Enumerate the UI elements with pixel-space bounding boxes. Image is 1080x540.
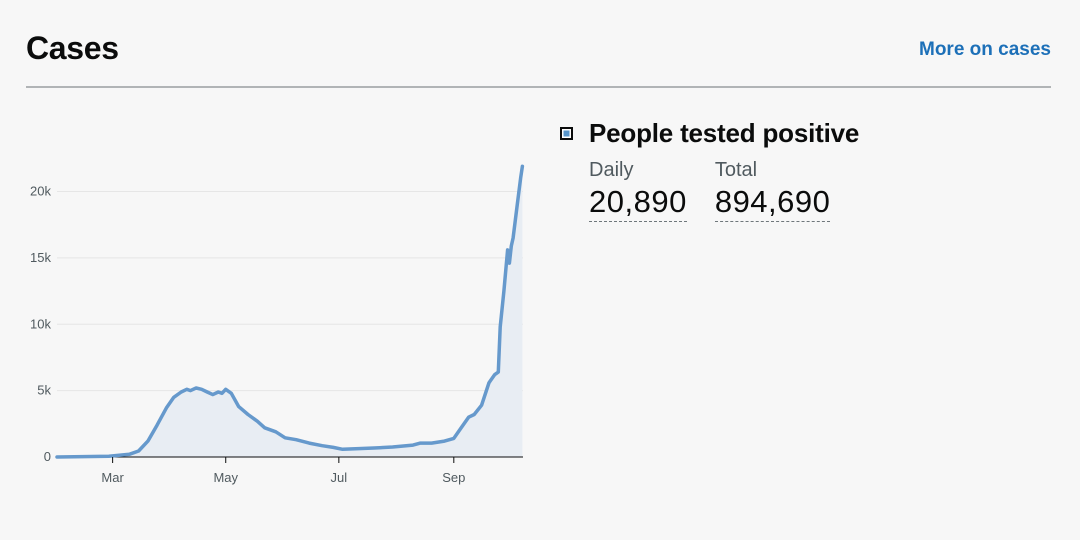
series-line-people-tested-positive xyxy=(55,164,525,459)
metric-stats: Daily 20,890 Total 894,690 xyxy=(589,159,1040,222)
section-header: Cases More on cases xyxy=(26,24,1051,88)
more-on-cases-link[interactable]: More on cases xyxy=(919,39,1051,60)
x-tick-label: Sep xyxy=(442,470,465,485)
metric-heading: People tested positive xyxy=(560,118,1040,149)
series-area-people-tested-positive xyxy=(57,166,523,458)
x-tick-label: May xyxy=(213,470,238,485)
total-label: Total xyxy=(714,159,758,181)
y-tick-label: 20k xyxy=(30,184,51,199)
y-tick-label: 0 xyxy=(44,449,51,464)
daily-stat: Daily 20,890 xyxy=(589,159,687,222)
page-title: Cases xyxy=(26,30,119,66)
y-tick-label: 5k xyxy=(37,383,51,398)
total-value[interactable]: 894,690 xyxy=(714,184,831,222)
daily-label: Daily xyxy=(589,159,634,181)
legend-swatch-icon xyxy=(560,127,573,140)
x-tick-label: Mar xyxy=(101,470,124,485)
y-tick-label: 15k xyxy=(30,250,51,265)
x-tick-label: Jul xyxy=(331,470,348,485)
metric-panel: People tested positive Daily 20,890 Tota… xyxy=(560,118,1040,222)
cases-chart-svg: 0 5k 10k 15k 20k Mar May Jul Sep xyxy=(30,164,525,485)
daily-value[interactable]: 20,890 xyxy=(589,184,687,222)
total-stat: Total 894,690 xyxy=(714,159,831,222)
y-tick-label: 10k xyxy=(30,316,51,331)
cases-chart: 0 5k 10k 15k 20k Mar May Jul Sep xyxy=(0,96,540,516)
metric-title: People tested positive xyxy=(589,118,860,148)
